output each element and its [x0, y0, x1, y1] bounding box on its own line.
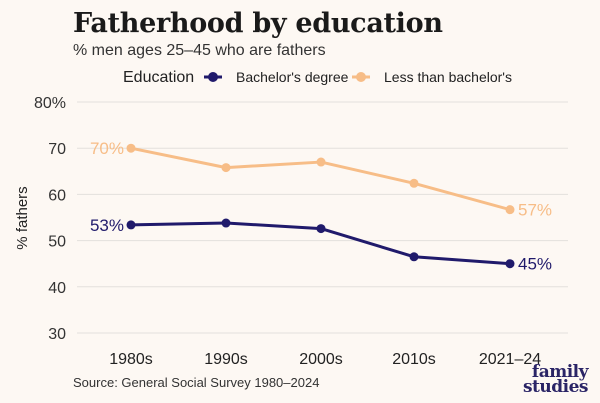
x-tick-label: 1980s	[109, 351, 153, 368]
start-value-label: 53%	[90, 216, 124, 235]
data-point	[316, 224, 326, 234]
y-tick-label: 40	[48, 280, 66, 297]
y-tick-label: 80%	[34, 95, 66, 112]
x-tick-label: 2010s	[392, 351, 436, 368]
y-tick-label: 70	[48, 141, 66, 158]
y-tick-label: 30	[48, 326, 66, 343]
data-point	[316, 157, 326, 167]
y-tick-label: 50	[48, 234, 66, 251]
chart-title: Fatherhood by education	[73, 8, 443, 39]
source-note: Source: General Social Survey 1980–2024	[73, 375, 320, 390]
series-line-1	[130, 146, 511, 212]
legend-swatch-dot	[208, 72, 218, 82]
legend-title: Education	[123, 69, 194, 86]
y-axis-label: % fathers	[14, 186, 31, 249]
start-value-label: 70%	[90, 139, 124, 158]
data-point	[126, 143, 136, 153]
end-value-label: 45%	[518, 255, 552, 274]
chart-subtitle: % men ages 25–45 who are fathers	[73, 42, 326, 59]
legend-entry: Bachelor's degree	[236, 69, 349, 85]
data-point	[409, 252, 419, 262]
legend-swatch-dot	[356, 72, 366, 82]
x-tick-label: 2021–24	[479, 351, 541, 368]
data-point	[505, 205, 515, 215]
end-value-label: 57%	[518, 201, 552, 220]
legend-entry: Less than bachelor's	[384, 69, 512, 85]
family-studies-logo: family studies	[522, 362, 589, 397]
logo-line-2: studies	[522, 377, 589, 397]
data-point	[221, 218, 231, 228]
data-point	[505, 259, 515, 269]
logo-line-1: family	[531, 362, 589, 382]
y-tick-label: 60	[48, 187, 66, 204]
data-point	[221, 163, 231, 173]
x-tick-label: 1990s	[204, 351, 248, 368]
data-point	[126, 220, 136, 230]
x-tick-label: 2000s	[299, 351, 343, 368]
data-point	[409, 178, 419, 188]
